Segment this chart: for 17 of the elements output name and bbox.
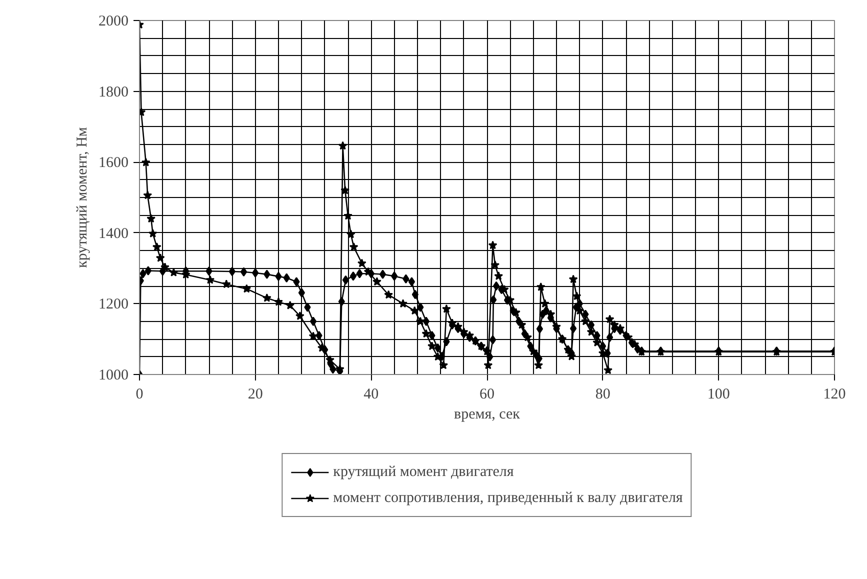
y-tick-label: 2000: [98, 14, 128, 30]
y-tick-label: 1000: [98, 368, 128, 384]
x-tick-label: 40: [364, 386, 379, 402]
x-tick-label: 80: [595, 386, 610, 402]
legend-label: момент сопротивления, приведенный к валу двигателя: [333, 490, 683, 506]
x-tick-label: 100: [707, 386, 730, 402]
y-tick-label: 1200: [98, 296, 128, 313]
x-axis-title: время, сек: [454, 406, 521, 422]
legend-label: крутящий момент двигателя: [333, 464, 514, 480]
y-tick-label: 1600: [98, 155, 128, 172]
x-tick-label: 60: [480, 386, 494, 402]
x-tick-label: 0: [136, 386, 144, 402]
x-tick-label: 120: [823, 386, 846, 402]
x-tick-label: 20: [248, 386, 263, 402]
y-tick-label: 1800: [98, 84, 128, 100]
y-axis-title: крутящий момент, Нм: [74, 126, 90, 268]
y-tick-label: 1400: [98, 226, 128, 242]
